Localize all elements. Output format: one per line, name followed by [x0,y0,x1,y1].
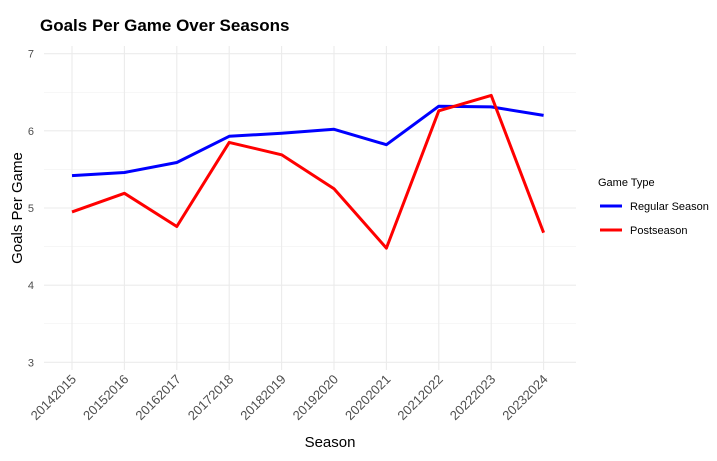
x-tick-label: 20182019 [237,372,289,424]
y-axis-title: Goals Per Game [9,152,26,264]
y-axis-ticks: 3 4 5 6 7 [28,49,34,370]
x-tick-label: 20222023 [447,372,499,424]
series-lines [71,93,546,250]
x-tick-label: 20162017 [132,372,184,424]
series-line-regular-season [71,104,544,178]
legend: Game Type Regular Season Postseason [598,177,709,237]
grid [44,46,576,370]
legend-title: Game Type [598,177,655,189]
x-axis-title: Season [305,434,356,451]
x-tick-label: 20202021 [342,372,394,424]
y-tick-label: 6 [28,126,34,138]
x-tick-label: 20152016 [80,372,132,424]
x-tick-label: 20142015 [28,372,80,424]
y-tick-label: 4 [28,280,34,292]
x-tick-label: 20192020 [290,372,342,424]
x-tick-label: 20232024 [499,372,551,424]
y-tick-label: 5 [28,203,34,215]
y-tick-label: 7 [28,49,34,61]
x-tick-label: 20172018 [185,372,237,424]
series-line-postseason [71,93,546,250]
legend-label: Regular Season [630,201,709,213]
chart-title: Goals Per Game Over Seasons [40,16,290,35]
x-axis-ticks: 20142015 20152016 20162017 20172018 20182019… [28,372,551,424]
legend-label: Postseason [630,225,687,237]
x-tick-label: 20212022 [394,372,446,424]
y-tick-label: 3 [28,357,34,369]
